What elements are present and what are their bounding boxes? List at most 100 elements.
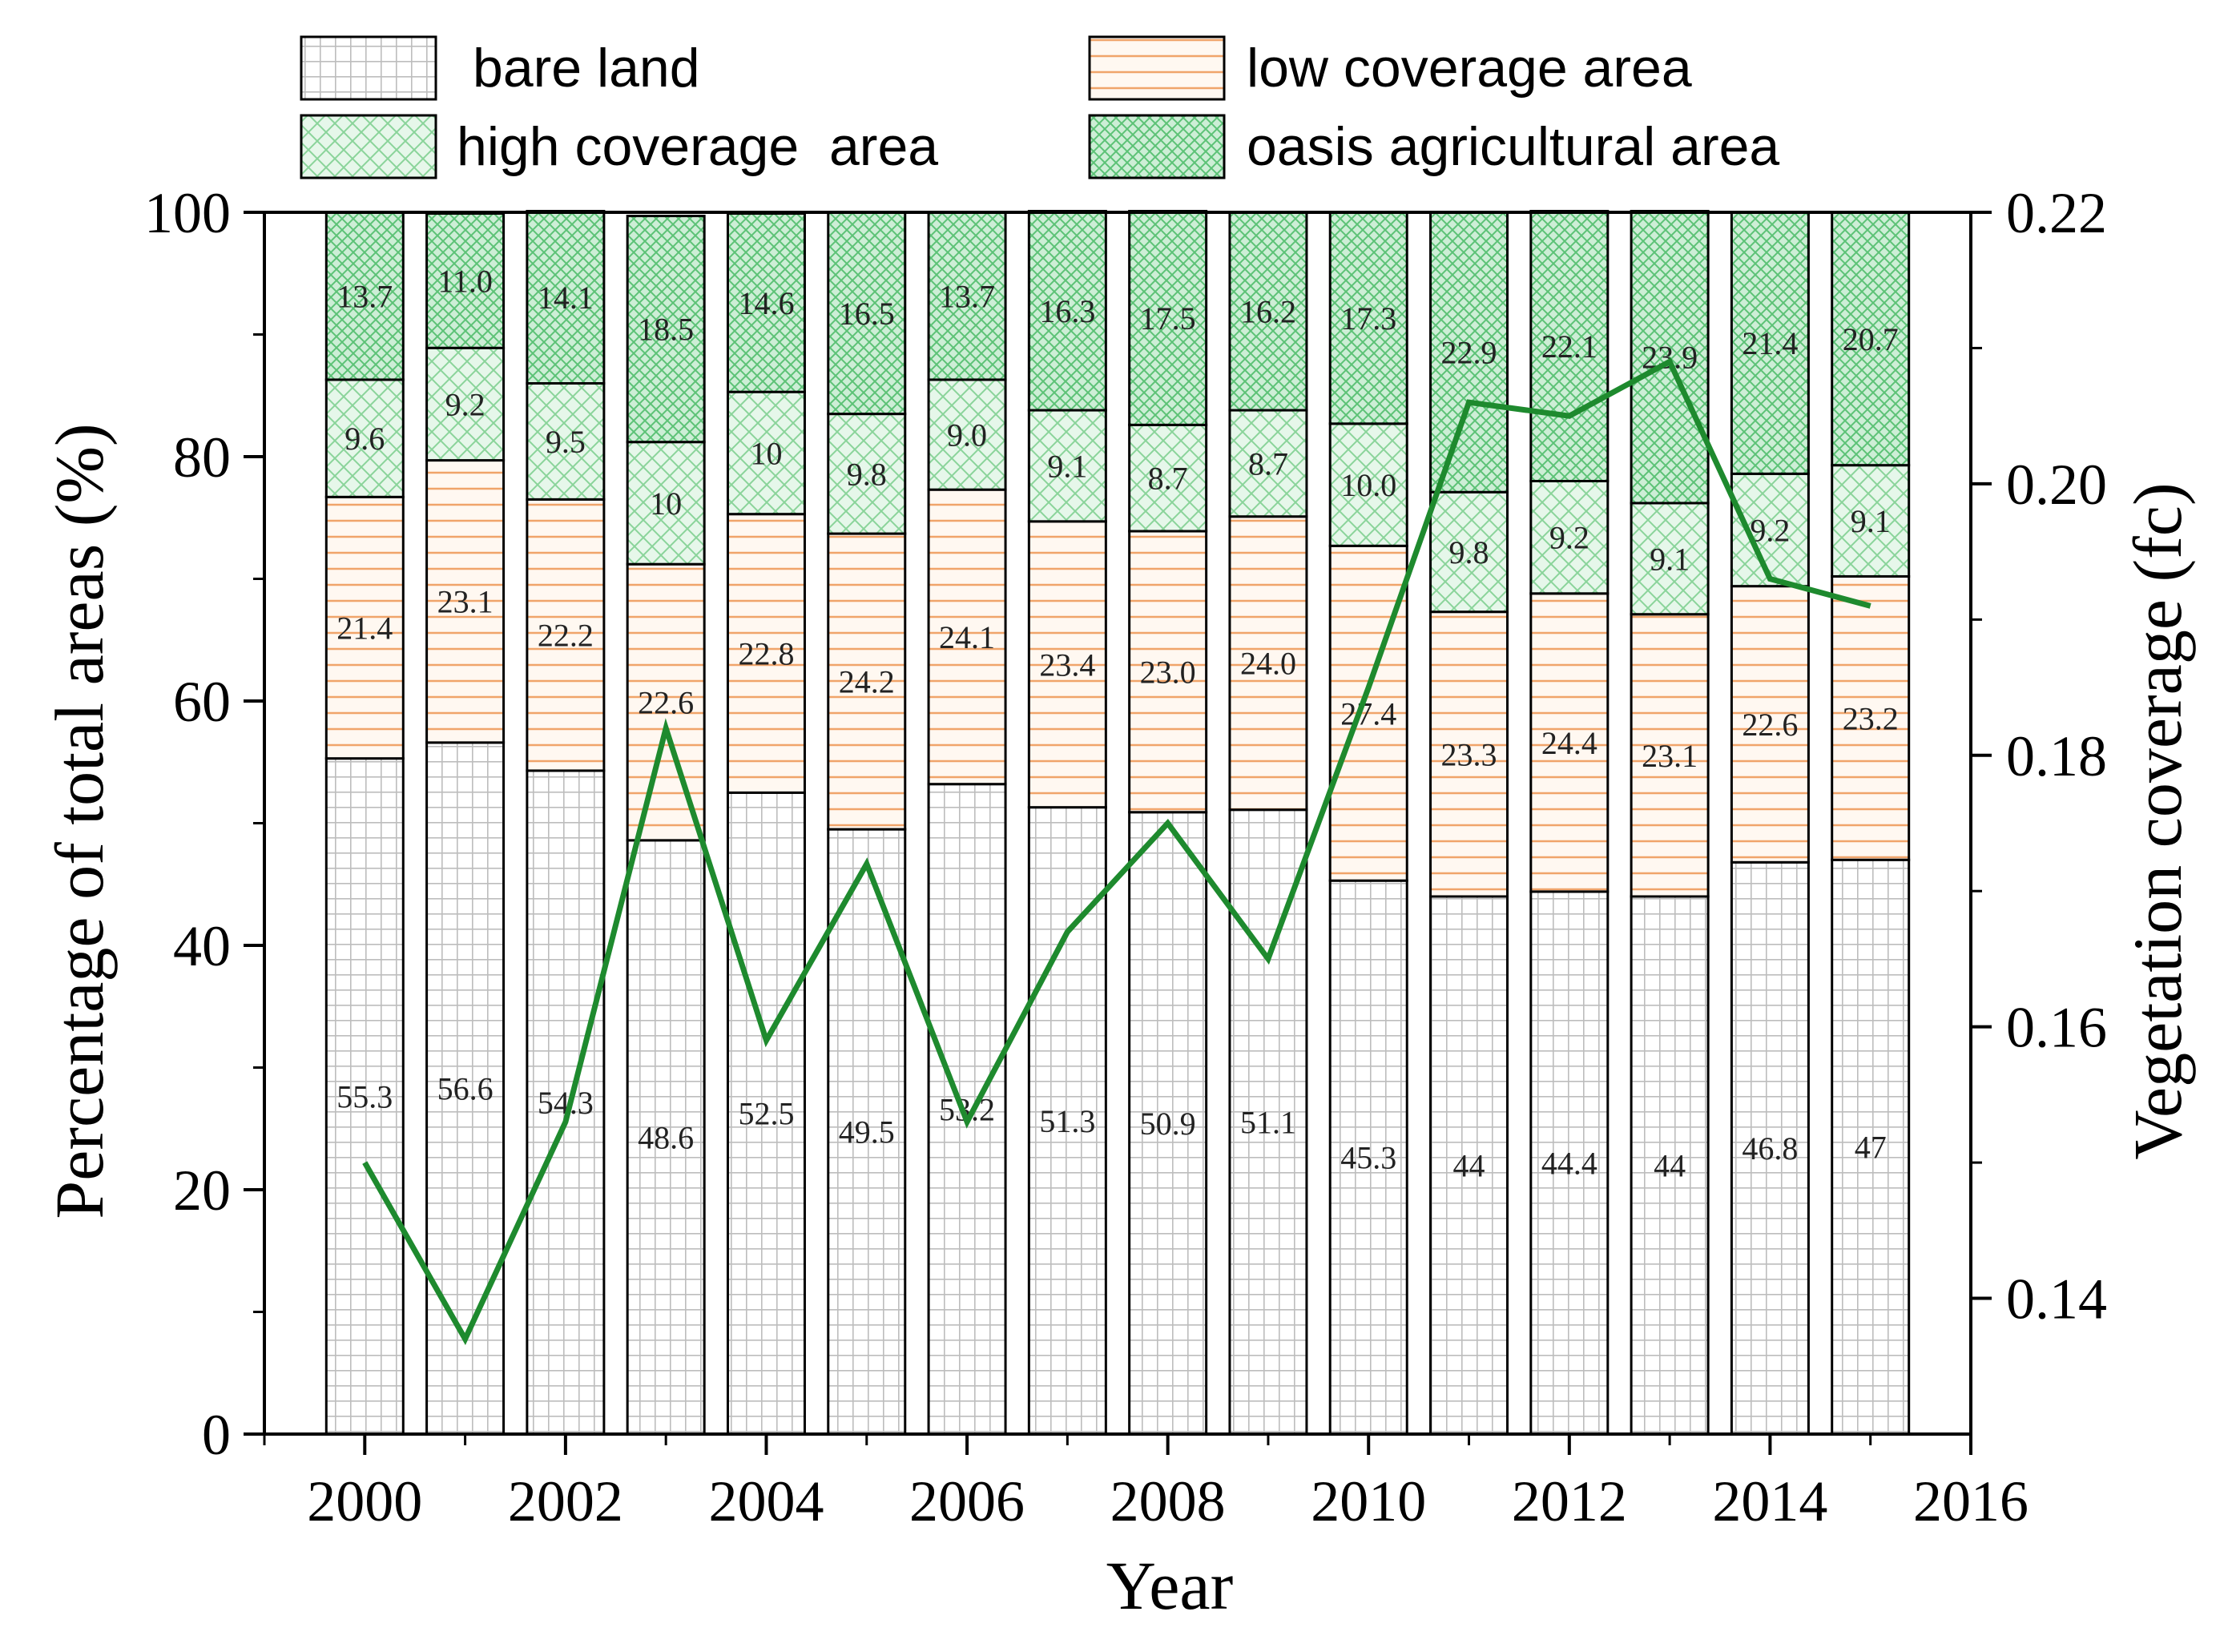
y2-tick-label-0.20: 0.20 — [2006, 453, 2107, 517]
bar-oasis-agricultural-area-2004 — [726, 212, 806, 393]
data-label-low-coverage-area-2004: 22.8 — [738, 636, 794, 672]
legend-item-high-coverage-area: high coverage area — [300, 114, 938, 179]
data-label-high-coverage-area-2002: 9.5 — [546, 424, 586, 460]
vegetation-coverage-line — [362, 357, 1871, 1346]
data-label-high-coverage-area-2007: 9.1 — [1047, 448, 1087, 484]
data-label-low-coverage-area-2013: 23.1 — [1642, 738, 1698, 774]
data-label-high-coverage-area-2012: 9.2 — [1549, 520, 1589, 556]
data-label-high-coverage-area-2011: 9.8 — [1449, 534, 1489, 570]
bar-low-coverage-area-2010 — [1328, 544, 1408, 882]
x-tick-label-2002: 2002 — [508, 1469, 623, 1533]
bar-bare-land-2006 — [927, 783, 1007, 1436]
data-label-bare-land-2013: 44 — [1654, 1148, 1686, 1184]
data-label-high-coverage-area-2001: 9.2 — [445, 386, 485, 422]
data-label-high-coverage-area-2008: 8.7 — [1148, 461, 1188, 497]
data-label-high-coverage-area-2006: 9.0 — [947, 417, 987, 453]
bar-bare-land-2007 — [1027, 806, 1107, 1436]
data-label-bare-land-2004: 52.5 — [738, 1096, 794, 1132]
data-label-oasis-agricultural-area-2011: 22.9 — [1441, 335, 1497, 371]
legend-item-low-coverage-area: low coverage area — [1088, 35, 1692, 101]
data-label-low-coverage-area-2000: 21.4 — [336, 610, 393, 647]
x-axis-title: Year — [1106, 1547, 1233, 1624]
bar-bare-land-2011 — [1429, 895, 1509, 1436]
bar-high-coverage-area-2001 — [425, 346, 506, 462]
x-tick-label-2000: 2000 — [307, 1469, 422, 1533]
bar-oasis-agricultural-area-2005 — [827, 211, 907, 416]
data-label-oasis-agricultural-area-2003: 18.5 — [638, 312, 694, 348]
bar-low-coverage-area-2006 — [927, 488, 1007, 786]
data-label-oasis-agricultural-area-2010: 17.3 — [1340, 300, 1396, 336]
x-tick-label-2014: 2014 — [1712, 1469, 1827, 1533]
bar-high-coverage-area-2005 — [827, 413, 907, 535]
bar-low-coverage-area-2015 — [1831, 574, 1911, 861]
x-tick-label-2016: 2016 — [1913, 1469, 2029, 1533]
data-label-oasis-agricultural-area-2015: 20.7 — [1843, 321, 1899, 357]
data-label-bare-land-2007: 51.3 — [1039, 1103, 1095, 1139]
legend-item-bare-land: bare land — [300, 35, 700, 101]
data-label-oasis-agricultural-area-2007: 16.3 — [1039, 293, 1095, 329]
bar-oasis-agricultural-area-2014 — [1730, 211, 1810, 475]
bar-bare-land-2012 — [1529, 890, 1610, 1436]
data-label-bare-land-2000: 55.3 — [336, 1078, 393, 1114]
bar-bare-land-2013 — [1630, 895, 1710, 1436]
data-label-bare-land-2009: 51.1 — [1240, 1104, 1296, 1140]
data-label-high-coverage-area-2010: 10.0 — [1340, 467, 1396, 503]
y2-tick-label-0.14: 0.14 — [2006, 1267, 2107, 1332]
x-tick-label-2006: 2006 — [909, 1469, 1025, 1533]
data-label-high-coverage-area-2000: 9.6 — [344, 421, 385, 457]
bar-oasis-agricultural-area-2007 — [1027, 209, 1107, 412]
bar-bare-land-2004 — [726, 791, 806, 1436]
data-label-low-coverage-area-2010: 27.4 — [1340, 695, 1396, 731]
bar-high-coverage-area-2013 — [1630, 502, 1710, 616]
data-label-oasis-agricultural-area-2012: 22.1 — [1541, 328, 1597, 365]
data-label-low-coverage-area-2014: 22.6 — [1742, 707, 1798, 743]
data-label-bare-land-2015: 47 — [1855, 1130, 1887, 1166]
data-label-high-coverage-area-2014: 9.2 — [1750, 513, 1790, 549]
data-label-low-coverage-area-2003: 22.6 — [638, 685, 694, 721]
y-axis-title: Percentage of total areas (%) — [41, 423, 118, 1219]
data-label-low-coverage-area-2005: 24.2 — [839, 664, 895, 700]
x-tick-label-2008: 2008 — [1110, 1469, 1226, 1533]
legend: bare land low coverage area high coverag… — [300, 35, 1779, 179]
data-label-low-coverage-area-2008: 23.0 — [1140, 654, 1196, 690]
bar-low-coverage-area-2002 — [526, 498, 606, 772]
legend-label-high-coverage-area: high coverage area — [457, 116, 938, 177]
plot-frame — [263, 211, 1972, 1436]
bar-oasis-agricultural-area-2006 — [927, 211, 1007, 381]
data-label-high-coverage-area-2003: 10 — [650, 486, 682, 522]
data-label-bare-land-2012: 44.4 — [1541, 1145, 1597, 1181]
data-label-oasis-agricultural-area-2006: 13.7 — [939, 278, 995, 314]
legend-label-oasis-agricultural-area: oasis agricultural area — [1247, 116, 1779, 177]
bar-low-coverage-area-2001 — [425, 459, 506, 744]
legend-swatch-low-coverage-area — [1088, 35, 1226, 101]
bar-low-coverage-area-2014 — [1730, 585, 1810, 864]
y-tick-label-80: 80 — [173, 425, 231, 490]
data-label-low-coverage-area-2007: 23.4 — [1039, 647, 1095, 683]
data-label-high-coverage-area-2013: 9.1 — [1650, 541, 1690, 577]
bar-high-coverage-area-2008 — [1128, 423, 1208, 533]
data-label-high-coverage-area-2005: 9.8 — [847, 456, 887, 492]
axes-layer: 2000 2002 2004 2006 2008 2010 2012 2014 2016 0 20 4… — [144, 181, 2107, 1533]
data-label-low-coverage-area-2009: 24.0 — [1240, 646, 1296, 682]
y2-tick-label-0.18: 0.18 — [2006, 724, 2107, 788]
y-tick-label-0: 0 — [202, 1403, 231, 1467]
bar-oasis-agricultural-area-2011 — [1429, 211, 1509, 494]
bar-labels-layer: 55.321.49.613.756.623.19.211.054.322.29.… — [336, 263, 1898, 1183]
data-label-oasis-agricultural-area-2009: 16.2 — [1240, 294, 1296, 330]
data-label-oasis-agricultural-area-2005: 16.5 — [839, 296, 895, 332]
data-label-bare-land-2011: 44 — [1453, 1148, 1485, 1184]
bar-high-coverage-area-2002 — [526, 382, 606, 501]
legend-swatch-oasis-agricultural-area — [1088, 114, 1226, 179]
x-tick-label-2004: 2004 — [708, 1469, 824, 1533]
y2-axis-title: Vegetation coverage (fc) — [2119, 482, 2196, 1159]
data-label-high-coverage-area-2004: 10 — [750, 435, 782, 471]
bar-oasis-agricultural-area-2008 — [1128, 209, 1208, 426]
data-label-high-coverage-area-2009: 8.7 — [1248, 445, 1288, 481]
bar-low-coverage-area-2007 — [1027, 520, 1107, 809]
data-label-bare-land-2005: 49.5 — [839, 1114, 895, 1150]
data-label-oasis-agricultural-area-2000: 13.7 — [336, 278, 393, 314]
y-tick-label-100: 100 — [144, 181, 231, 245]
data-label-oasis-agricultural-area-2002: 14.1 — [538, 280, 594, 316]
data-label-low-coverage-area-2006: 24.1 — [939, 619, 995, 655]
bar-low-coverage-area-2013 — [1630, 613, 1710, 898]
